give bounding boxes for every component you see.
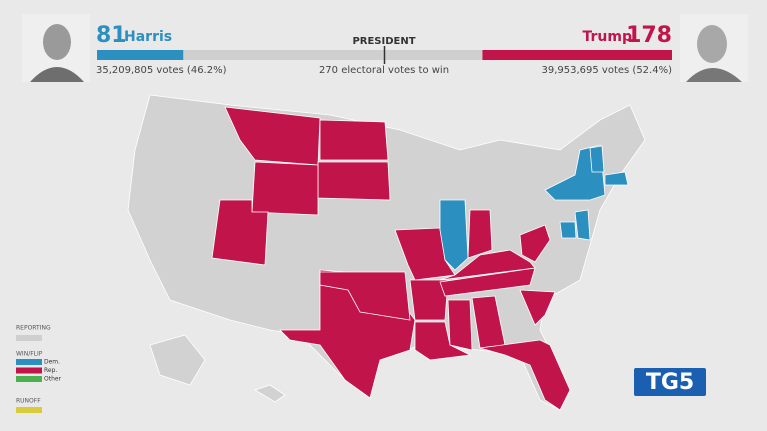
harris-name: Harris	[124, 29, 172, 45]
state-dem	[439, 199, 469, 271]
state-rep	[519, 224, 551, 263]
state-dem	[574, 209, 591, 241]
logo-box	[634, 368, 706, 396]
legend-swatch	[16, 359, 42, 365]
trump-electoral-votes: 178	[626, 23, 672, 48]
to-win: 270 electoral votes to win	[319, 65, 449, 76]
logo: TG5	[646, 370, 694, 395]
state-rep	[519, 289, 556, 326]
legend-swatch	[16, 376, 42, 382]
state-dem	[559, 221, 577, 239]
legend-swatch	[16, 367, 42, 374]
state-rep	[447, 299, 473, 351]
state-rep	[439, 267, 536, 297]
legend-reporting: REPORTING	[16, 325, 51, 332]
state-rep	[439, 249, 536, 281]
state-rep	[319, 271, 411, 321]
state-rep	[317, 161, 391, 201]
state-rep	[211, 199, 269, 266]
to-win-label: electoral votes to win	[341, 65, 449, 76]
trump-popular-votes: 39,953,695 votes (52.4%)	[541, 65, 672, 76]
legend-runoff: RUNOFF	[16, 398, 41, 405]
state-rep	[319, 119, 389, 161]
legend-swatch	[16, 407, 42, 413]
state-rep	[414, 321, 472, 361]
state-rep	[251, 161, 319, 216]
legend-items: Dem.Rep. Other	[16, 359, 62, 383]
legend-win-flip: WIN/FLIP	[16, 351, 43, 358]
legend-swatch	[16, 335, 42, 341]
trump-name: Trump	[583, 29, 633, 45]
harris-electoral-votes: 81	[96, 23, 127, 48]
state-rep	[467, 209, 493, 259]
harris-bar	[97, 50, 184, 60]
trump-portrait	[680, 14, 748, 82]
bars	[97, 50, 672, 60]
harris-popular-votes: 35,209,805 votes (46.2%)	[96, 65, 227, 76]
state-rep	[479, 339, 571, 411]
state-dem	[604, 171, 629, 186]
to-win-votes: 270	[319, 65, 338, 76]
race-title: PRESIDENT	[352, 36, 415, 47]
state-rep	[409, 279, 449, 321]
legend-label: Dem.	[44, 359, 60, 366]
legend-label: Other	[44, 376, 62, 383]
trump-bar	[482, 50, 672, 60]
harris-portrait	[22, 14, 90, 82]
state-rep	[224, 106, 321, 166]
state-dem	[589, 145, 605, 173]
legend-label: Rep.	[44, 367, 57, 374]
us-map	[127, 94, 646, 411]
